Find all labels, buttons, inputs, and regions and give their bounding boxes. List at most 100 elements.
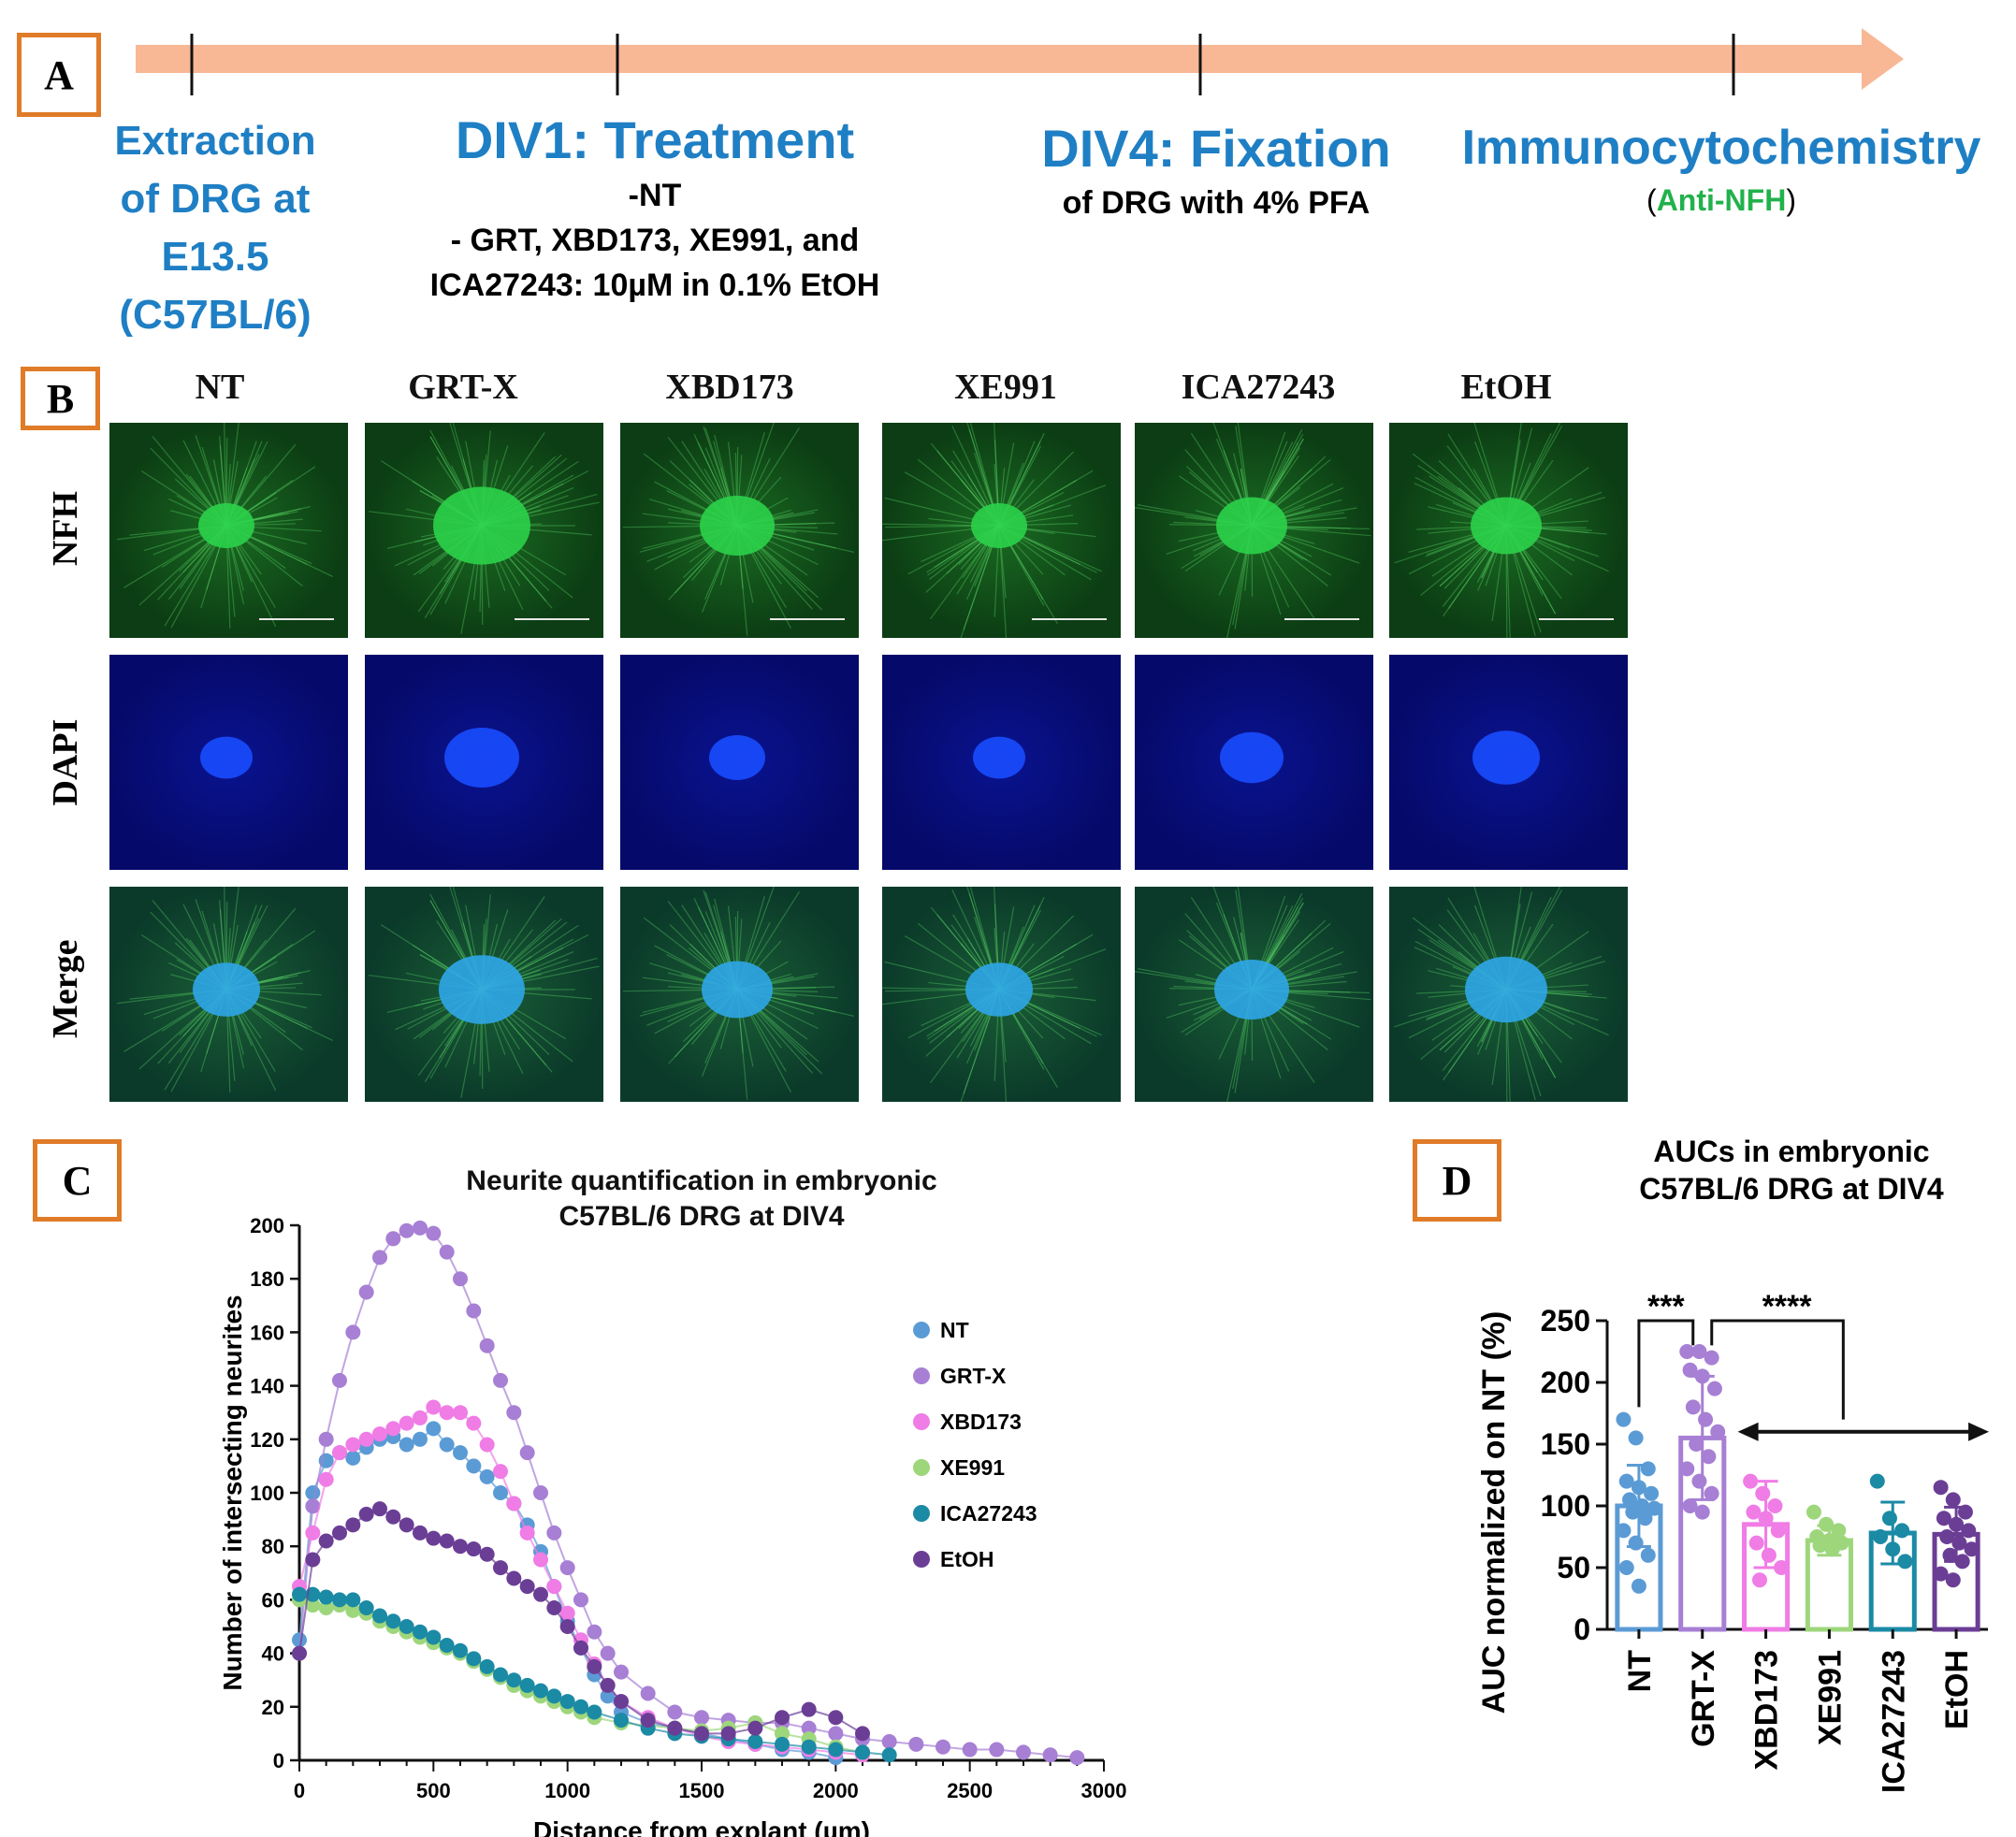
- chart-c-point-ica27243: [801, 1739, 817, 1755]
- chart-c-point-ica27243: [399, 1619, 414, 1634]
- treatment-line-2: - GRT, XBD173, XE991, and: [450, 223, 860, 258]
- chart-d-point-etoh: [1945, 1572, 1961, 1588]
- micrograph-image: [1135, 887, 1373, 1102]
- chart-c-point-xbd173: [305, 1525, 321, 1540]
- micrograph-nfh-xe991: [882, 423, 1121, 638]
- col-header-grtx: GRT-X: [408, 368, 518, 407]
- chart-c-y-label: Number of intersecting neurites: [218, 1295, 247, 1690]
- chart-c-point-xbd173: [479, 1437, 495, 1453]
- chart-c-point-xe991: [345, 1602, 361, 1618]
- chart-c-point-grt-x: [413, 1220, 428, 1236]
- chart-d-point-xbd173: [1774, 1560, 1790, 1575]
- chart-c-point-ica27243: [747, 1733, 763, 1749]
- ganglion-body: [973, 736, 1025, 779]
- chart-d-point-etoh: [1961, 1523, 1977, 1539]
- chart-d-x-tick-label: XBD173: [1749, 1650, 1785, 1771]
- chart-d-point-nt: [1616, 1411, 1632, 1427]
- chart-d-point-ica27243: [1894, 1523, 1910, 1539]
- micrograph-image: [1389, 887, 1628, 1102]
- chart-d-point-xbd173: [1755, 1485, 1771, 1501]
- chart-d-x-tick-label: GRT-X: [1686, 1650, 1721, 1747]
- chart-c-point-nt: [292, 1632, 307, 1648]
- chart-c-x-tick-label: 500: [416, 1779, 451, 1802]
- treatment-line-1: -NT: [628, 178, 682, 213]
- chart-c-point-xbd173: [358, 1431, 374, 1447]
- chart-d-point-nt: [1637, 1511, 1653, 1526]
- chart-d-point-nt: [1616, 1523, 1632, 1539]
- micrograph-merge-xbd173: [620, 887, 859, 1102]
- chart-c-point-ica27243: [506, 1672, 522, 1688]
- chart-d-title: C57BL/6 DRG at DIV4: [1639, 1172, 1944, 1206]
- chart-d-point-nt: [1628, 1430, 1644, 1446]
- micrograph-image: [620, 423, 859, 638]
- chart-d-point-grt-x: [1694, 1504, 1710, 1520]
- chart-c-point-ica27243: [426, 1629, 442, 1645]
- chart-c-point-ica27243: [533, 1683, 548, 1699]
- micrograph-image: [620, 887, 859, 1102]
- chart-d-sig-bracket-2: [1710, 1319, 1845, 1420]
- chart-c-point-xe991: [775, 1726, 790, 1742]
- chart-c-point-grt-x: [600, 1645, 616, 1661]
- chart-d-y-label: AUC normalized on NT (%): [1476, 1311, 1512, 1714]
- ganglion-body: [439, 955, 525, 1024]
- chart-c-point-etoh: [587, 1658, 602, 1674]
- chart-c-title: Neurite quantification in embryonic: [466, 1165, 936, 1196]
- chart-d-point-nt: [1640, 1461, 1656, 1477]
- chart-d-arrowhead-right: [1968, 1422, 1990, 1441]
- chart-c-point-etoh: [828, 1710, 844, 1726]
- micrograph-merge-nt: [109, 887, 348, 1102]
- chart-c-legend-label: NT: [940, 1318, 969, 1342]
- chart-d-point-nt: [1640, 1547, 1656, 1563]
- chart-c-legend-marker: [913, 1551, 930, 1568]
- chart-c-point-grt-x: [439, 1244, 455, 1260]
- chart-d-point-etoh: [1933, 1566, 1949, 1582]
- chart-c-point-etoh: [358, 1506, 374, 1522]
- chart-d-point-grt-x: [1685, 1399, 1701, 1415]
- chart-d-sig-label-2: ****: [1762, 1289, 1813, 1324]
- chart-c-point-etoh: [345, 1517, 361, 1533]
- chart-c-point-xbd173: [385, 1421, 401, 1437]
- chart-c-point-etoh: [519, 1579, 535, 1595]
- chart-d-point-nt: [1628, 1535, 1644, 1551]
- chart-c-point-etoh: [439, 1533, 455, 1549]
- chart-d-point-etoh: [1939, 1529, 1955, 1544]
- chart-c-point-nt: [453, 1445, 468, 1461]
- chart-d-point-xe991: [1806, 1504, 1821, 1520]
- extraction-line-2: of DRG at: [120, 176, 311, 222]
- chart-c-point-ica27243: [453, 1642, 468, 1658]
- chart-d-point-grt-x: [1682, 1498, 1698, 1513]
- timeline-step-icc: Immunocytochemistry (Anti-NFH): [1450, 117, 1993, 222]
- icc-paren-close: ): [1786, 183, 1796, 217]
- ganglion-body: [444, 728, 519, 788]
- chart-c-point-nt: [426, 1421, 442, 1437]
- chart-c-point-ica27243: [318, 1589, 334, 1605]
- chart-c-point-etoh: [801, 1701, 817, 1717]
- chart-d-point-nt: [1646, 1500, 1662, 1516]
- micrograph-dapi-ica27243: [1135, 655, 1373, 870]
- chart-c-point-ica27243: [587, 1704, 602, 1720]
- chart-c-legend-label: GRT-X: [940, 1364, 1007, 1388]
- col-header-ica27243: ICA27243: [1181, 368, 1336, 407]
- chart-d-point-grt-x: [1691, 1473, 1707, 1489]
- micrograph-image: [1389, 423, 1628, 638]
- chart-c-point-grt-x: [493, 1372, 508, 1388]
- chart-d-point-xbd173: [1770, 1523, 1786, 1539]
- micrograph-nfh-etoh: [1389, 423, 1628, 638]
- chart-c-point-etoh: [479, 1546, 495, 1562]
- chart-c-point-etoh: [640, 1713, 656, 1729]
- row-header-nfh: NFH: [46, 490, 85, 567]
- chart-c-point-etoh: [413, 1525, 428, 1540]
- chart-c-point-grt-x: [667, 1704, 683, 1720]
- chart-d-point-ica27243: [1873, 1529, 1889, 1544]
- chart-c-point-grt-x: [559, 1560, 575, 1576]
- chart-c-point-xbd173: [533, 1552, 548, 1568]
- chart-c-legend-marker: [913, 1322, 930, 1338]
- chart-d-point-grt-x: [1691, 1344, 1707, 1359]
- chart-c-x-tick-label: 2000: [813, 1779, 859, 1802]
- chart-d-y-tick-label: 200: [1541, 1366, 1590, 1399]
- neurite-line-chart: Neurite quantification in embryonic C57BL…: [218, 1165, 1126, 1837]
- chart-d-point-nt: [1625, 1504, 1641, 1520]
- chart-d-point-xbd173: [1746, 1504, 1762, 1520]
- chart-c-x-tick-label: 2500: [947, 1779, 993, 1802]
- chart-c-point-xbd173: [439, 1405, 455, 1421]
